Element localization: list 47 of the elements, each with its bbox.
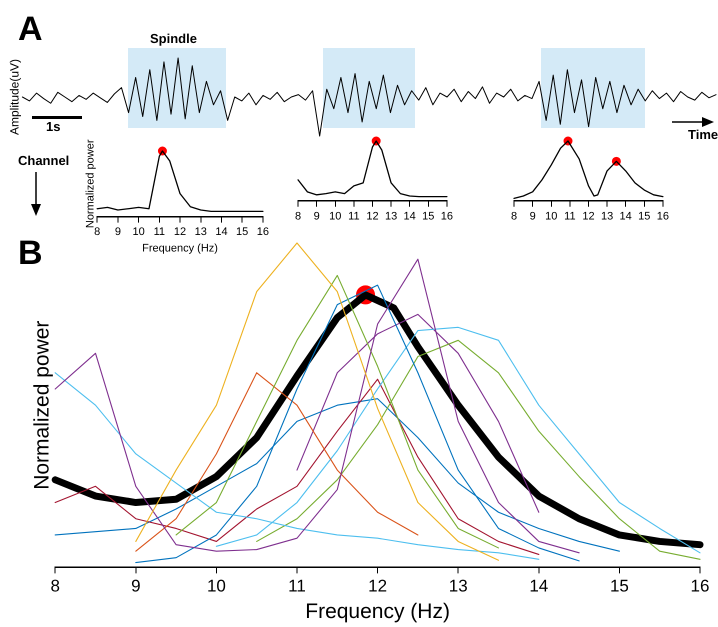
x-tick-label: 14 bbox=[620, 210, 632, 222]
x-tick-label: 8 bbox=[294, 210, 302, 222]
text: Spindle bbox=[150, 31, 197, 46]
x-tick-label: 13 bbox=[448, 576, 468, 596]
x-tick-label: 10 bbox=[329, 210, 342, 222]
x-tick-label: 10 bbox=[206, 576, 226, 596]
x-tick-label: 13 bbox=[384, 210, 398, 222]
text: Channel bbox=[18, 153, 70, 168]
annotation: 1s bbox=[46, 119, 60, 134]
x-tick-label: 15 bbox=[422, 210, 434, 222]
x-tick-label: 15 bbox=[610, 576, 629, 596]
x-tick-label: 12 bbox=[174, 226, 186, 238]
x-tick-label: 11 bbox=[288, 576, 306, 596]
x-tick-label: 14 bbox=[215, 226, 228, 238]
x-tick-label: 9 bbox=[314, 210, 320, 222]
x-tick-label: 16 bbox=[690, 576, 710, 596]
x-tick-label: 9 bbox=[114, 226, 121, 238]
x-tick-label: 15 bbox=[236, 226, 248, 238]
text: B bbox=[18, 234, 43, 272]
x-tick-label: 13 bbox=[600, 210, 614, 222]
x-tick-label: 11 bbox=[564, 210, 576, 222]
x-axis-title: Frequency (Hz) bbox=[305, 600, 450, 624]
x-tick-label: 11 bbox=[154, 226, 166, 238]
x-tick-label: 12 bbox=[366, 210, 379, 222]
x-tick-label: 10 bbox=[545, 210, 558, 222]
x-tick-label: 14 bbox=[404, 210, 416, 222]
y-axis-title: Normalized power bbox=[84, 139, 97, 228]
text: A bbox=[18, 10, 43, 48]
x-tick-label: 8 bbox=[50, 576, 60, 596]
x-tick-label: 12 bbox=[582, 210, 595, 222]
x-tick-label: 16 bbox=[256, 226, 270, 238]
x-tick-label: 15 bbox=[638, 210, 650, 222]
annotation: Time bbox=[688, 127, 718, 142]
x-axis-title: Frequency (Hz) bbox=[142, 242, 218, 254]
x-tick-label: 10 bbox=[132, 226, 145, 238]
x-tick-label: 8 bbox=[510, 210, 518, 222]
x-tick-label: 16 bbox=[656, 210, 670, 222]
x-tick-label: 16 bbox=[440, 210, 454, 222]
x-tick-label: 9 bbox=[131, 576, 141, 596]
x-tick-label: 8 bbox=[94, 226, 100, 238]
x-tick-label: 9 bbox=[530, 210, 536, 222]
x-tick-label: 13 bbox=[194, 226, 207, 238]
y-axis-title: Amplitude(uV) bbox=[8, 58, 22, 136]
x-tick-label: 14 bbox=[529, 576, 548, 596]
x-tick-label: 12 bbox=[368, 576, 388, 596]
x-tick-label: 11 bbox=[348, 210, 360, 222]
y-axis-title: Normalized power bbox=[30, 320, 54, 490]
